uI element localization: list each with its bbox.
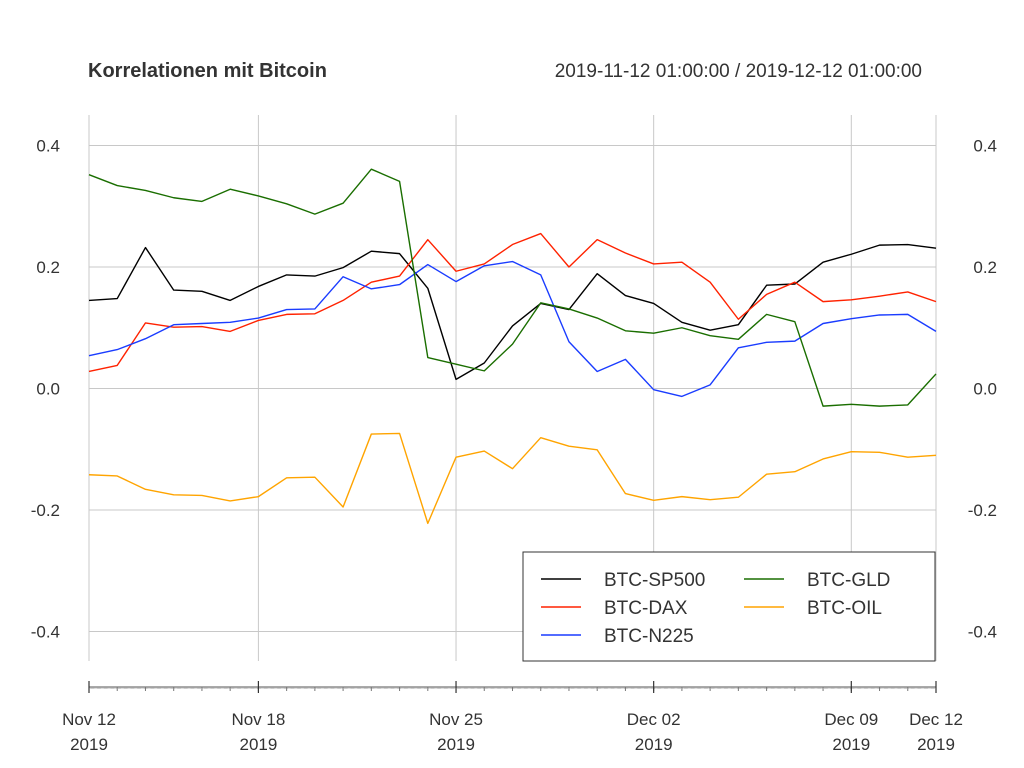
series-line-btc-gld (88, 168, 937, 407)
legend-label-btc-dax: BTC-DAX (604, 598, 688, 619)
series-line-btc-n225 (88, 260, 937, 398)
x-tick-label-date: Nov 25 (429, 710, 483, 729)
legend: BTC-SP500 BTC-DAX BTC-N225 BTC-GLD BTC-OIL (522, 551, 936, 662)
y-tick-label-left: 0.0 (36, 380, 60, 399)
legend-label-btc-sp500: BTC-SP500 (604, 570, 705, 591)
y-tick-label-right: 0.0 (973, 380, 997, 399)
x-tick-label-year: 2019 (832, 735, 870, 754)
y-tick-label-left: -0.2 (31, 501, 60, 520)
axis-layer: 0.4 0.4 0.2 0.2 0.0 0.0 -0.2 -0.2 -0.4 -0.4 Nov 12… (31, 137, 997, 755)
series-layer (88, 168, 937, 525)
y-tick-label-left: 0.2 (36, 258, 60, 277)
x-tick-label-year: 2019 (239, 735, 277, 754)
legend-label-btc-oil: BTC-OIL (807, 598, 882, 619)
x-tick-label-date: Dec 09 (824, 710, 878, 729)
date-range-label: 2019-11-12 01:00:00 / 2019-12-12 01:00:0… (555, 61, 922, 82)
y-tick-label-left: 0.4 (36, 137, 60, 156)
series-line-btc-sp500 (88, 243, 937, 381)
x-tick-label-year: 2019 (917, 735, 955, 754)
x-tick-label-year: 2019 (437, 735, 475, 754)
x-tick-label-date: Nov 12 (62, 710, 116, 729)
x-tick-label-year: 2019 (70, 735, 108, 754)
legend-label-btc-gld: BTC-GLD (807, 570, 890, 591)
x-tick-label-date: Dec 12 (909, 710, 963, 729)
legend-box (522, 551, 936, 662)
chart-title: Korrelationen mit Bitcoin (88, 60, 327, 82)
y-tick-label-right: 0.2 (973, 258, 997, 277)
series-line-btc-oil (88, 432, 937, 525)
y-tick-label-right: 0.4 (973, 137, 997, 156)
x-tick-label-date: Nov 18 (231, 710, 285, 729)
y-tick-label-right: -0.4 (968, 623, 997, 642)
x-tick-label-year: 2019 (635, 735, 673, 754)
legend-label-btc-n225: BTC-N225 (604, 626, 694, 647)
series-line-btc-dax (88, 232, 937, 373)
x-tick-label-date: Dec 02 (627, 710, 681, 729)
y-tick-label-left: -0.4 (31, 623, 60, 642)
y-tick-label-right: -0.2 (968, 501, 997, 520)
